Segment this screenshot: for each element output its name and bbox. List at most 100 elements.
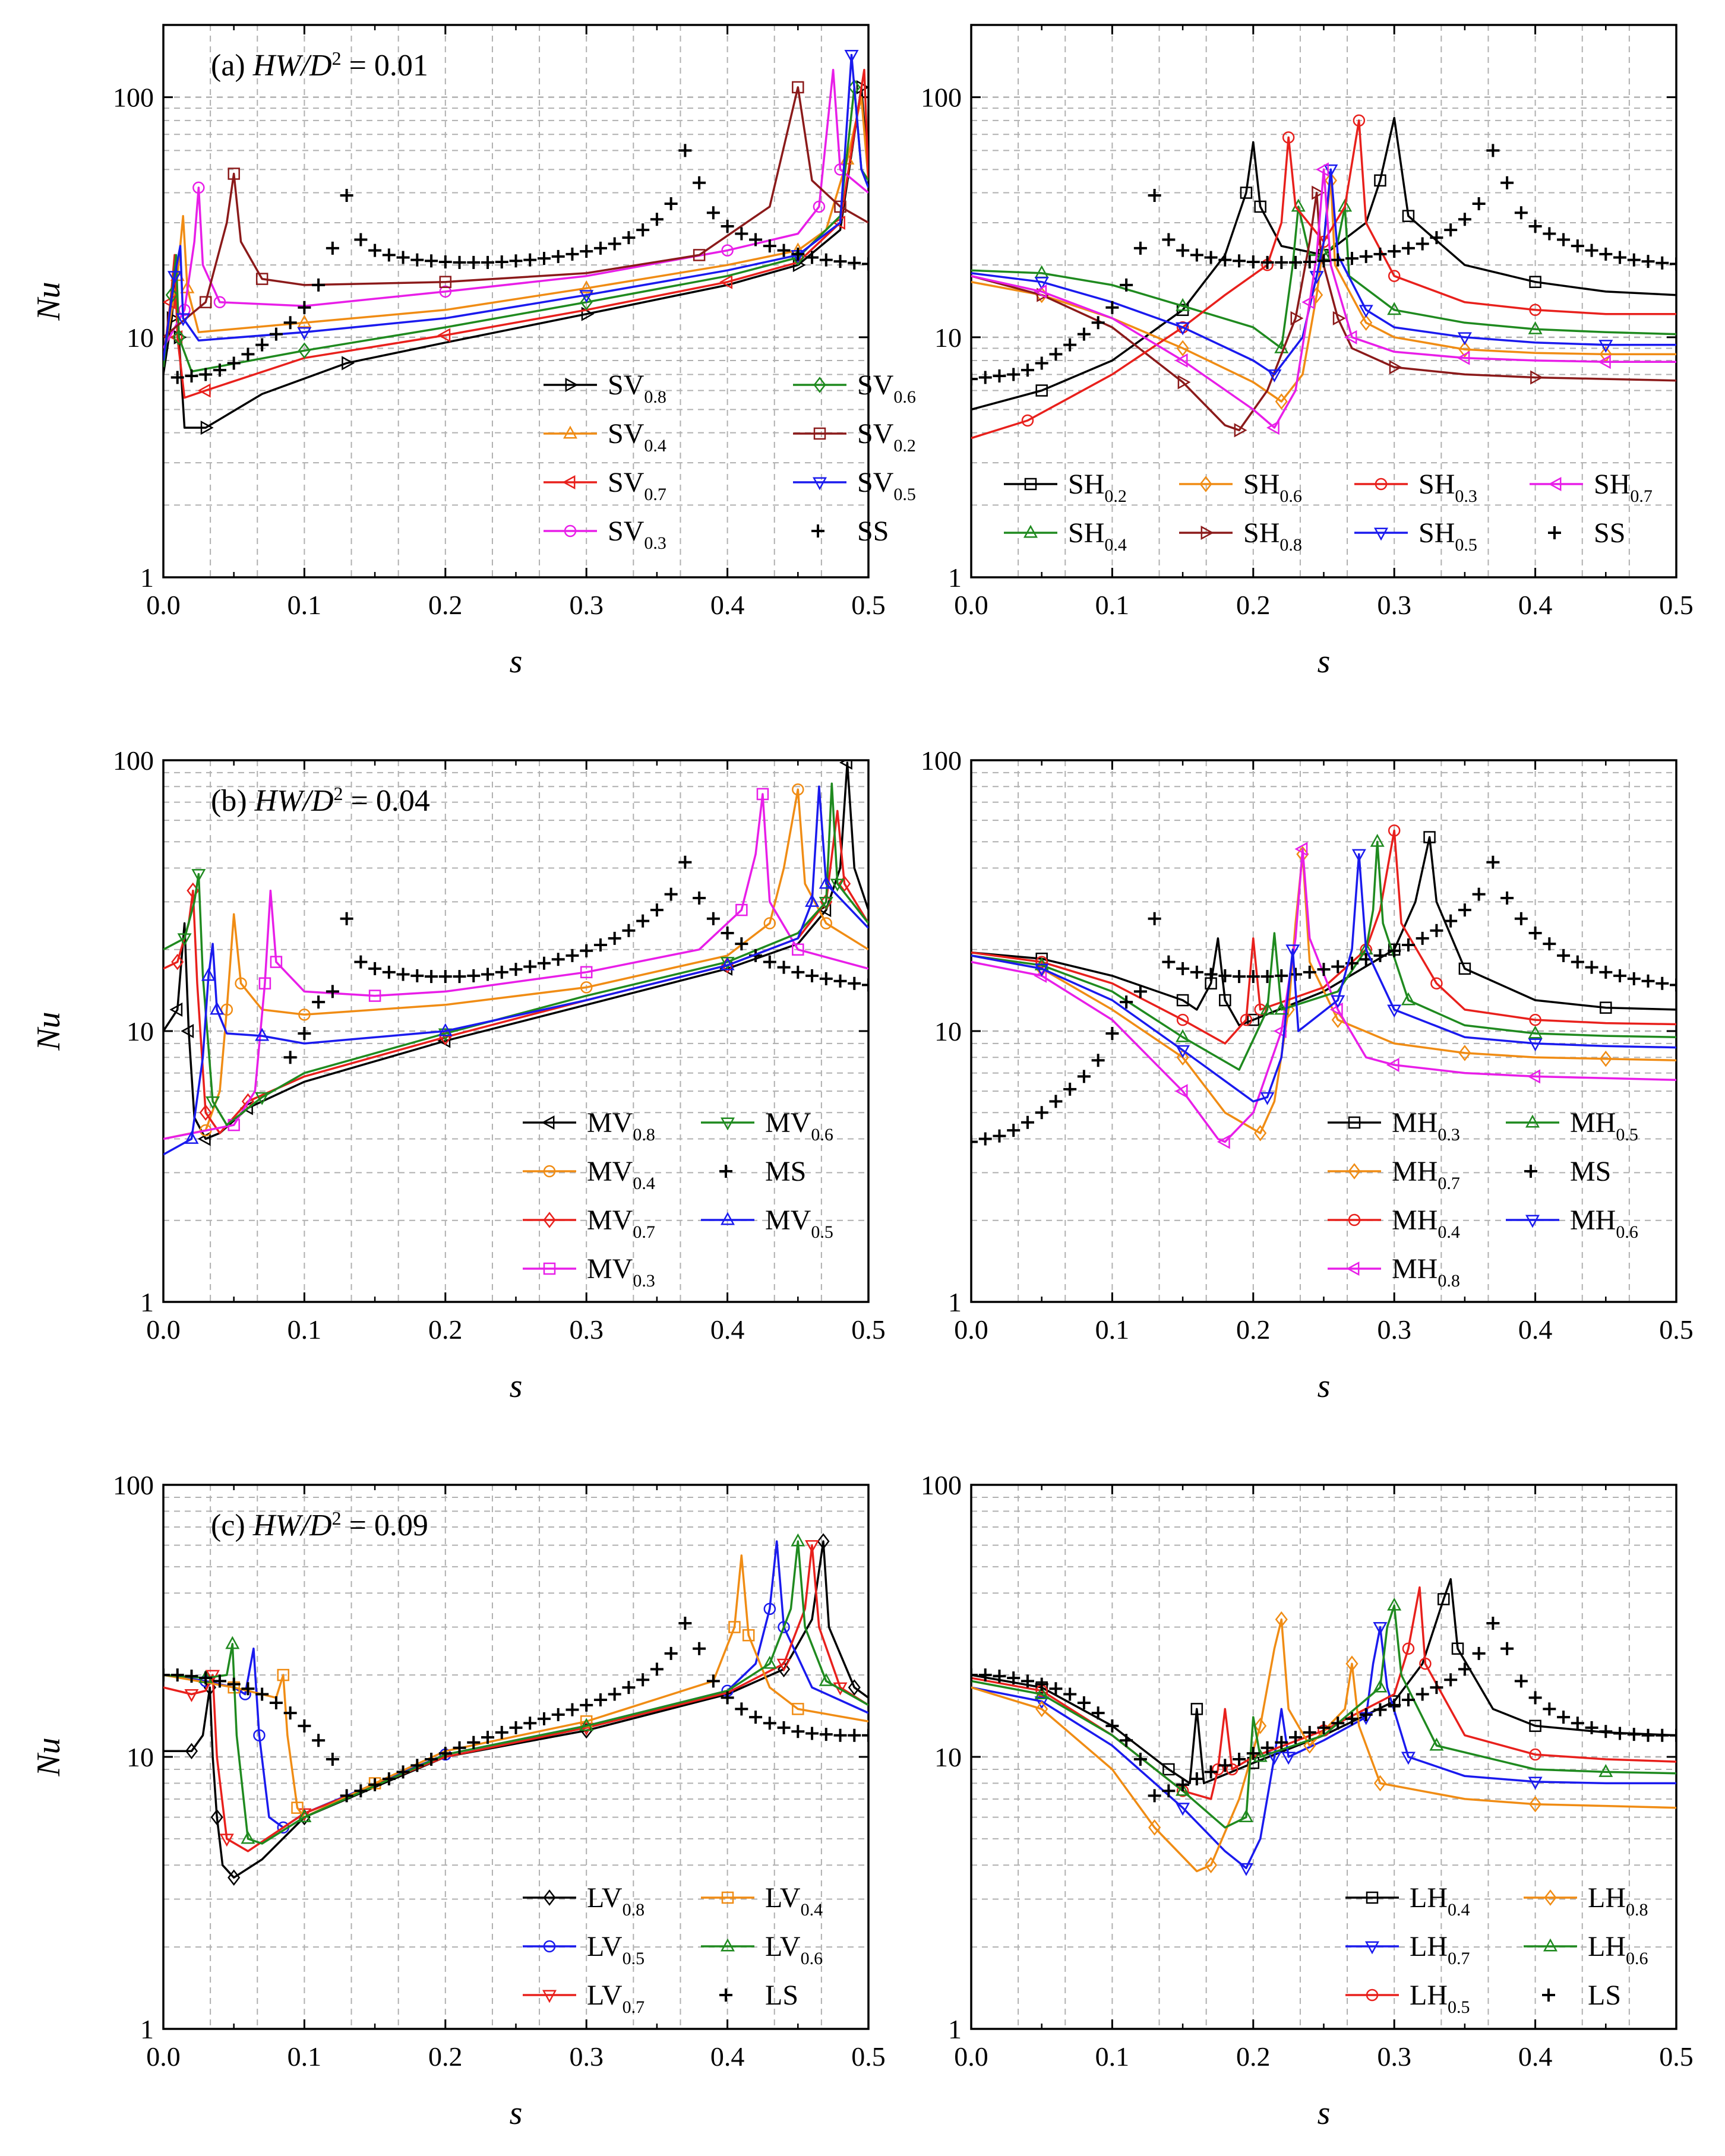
series-LH-0.6-marker — [1429, 1737, 1444, 1751]
legend-item-LV-0.5-label: LV0.5 — [587, 1931, 644, 1968]
legend-item-SV-0.2-marker — [813, 427, 826, 440]
legend-item-MV-0.4-label: MV0.4 — [587, 1156, 655, 1193]
series-SS-point — [1317, 254, 1331, 268]
series-MV-0.7-line — [163, 810, 868, 1134]
series-MS-point — [1656, 976, 1669, 990]
series-LS-point — [1472, 1646, 1486, 1660]
series-MS-point — [1571, 955, 1584, 969]
series-LS-point — [354, 1784, 368, 1798]
y-tick-label: 100 — [921, 83, 962, 113]
series-SV-0.2-marker — [439, 276, 452, 288]
series-LS-point — [170, 1668, 184, 1682]
x-tick-label: 0.0 — [146, 1314, 181, 1345]
series-SS-point — [1148, 188, 1161, 202]
series-LS-point — [1401, 1693, 1415, 1707]
series-LV-0.4-marker — [291, 1801, 304, 1814]
panel-c-right: 0.0 0.1 0.2 0.3 0.4 0.5 1 10 100 s LH0.4 LH0.7 LH0.5… — [921, 1470, 1694, 2132]
series-MH-0.3-marker — [1219, 994, 1231, 1007]
series-LS-point — [269, 1696, 283, 1710]
series-MV-0.6-marker — [819, 896, 833, 910]
legend-item-LV-0.8-marker — [543, 1889, 556, 1906]
series-MS-point — [1317, 963, 1331, 976]
series-SS-point — [819, 253, 833, 267]
series-LS-point — [1543, 1702, 1556, 1716]
series-LS-point — [1233, 1753, 1246, 1766]
legend-item-LS-marker — [719, 1989, 732, 2002]
series-SS-point — [1303, 255, 1316, 268]
series-SS-point — [312, 278, 326, 292]
series-SS-point — [833, 255, 847, 268]
legend-item-SH-0.8-label: SH0.8 — [1243, 517, 1302, 555]
series-group — [971, 1578, 1676, 1876]
series-LS-point — [819, 1728, 833, 1741]
series-MH-0.8-marker — [1273, 1023, 1287, 1039]
series-SS-point — [664, 197, 678, 210]
x-axis-title: s — [1318, 1368, 1331, 1405]
legend-item-MV-0.3-label: MV0.3 — [587, 1253, 655, 1291]
series-LH-0.4-marker — [1190, 1703, 1203, 1715]
series-MS-point — [1162, 955, 1176, 969]
series-LS-point — [241, 1682, 255, 1696]
series-LH-0.8-marker — [1148, 1819, 1161, 1836]
series-LS-point — [1557, 1711, 1571, 1724]
series-MV-0.7-marker — [838, 875, 851, 892]
series-SV-0.2-marker — [228, 167, 240, 180]
legend-item-SV-0.2-label: SV0.2 — [857, 418, 916, 456]
series-LS-point — [1246, 1747, 1260, 1760]
series-LS-point — [678, 1616, 692, 1630]
series-LV-0.5-marker — [763, 1602, 776, 1616]
series-MV-0.6-marker — [255, 1092, 270, 1105]
series-MS-point — [721, 927, 734, 940]
series-SV-0.4-line — [163, 96, 868, 361]
legend-item-SH-0.5-marker — [1373, 527, 1389, 541]
series-MV-0.5-marker — [184, 1131, 199, 1144]
x-axis-title: s — [1318, 643, 1331, 680]
series-SS-point — [678, 144, 692, 157]
y-tick-label: 1 — [140, 1287, 154, 1317]
series-LS-point — [580, 1698, 593, 1712]
series-SH-0.5-marker — [1267, 369, 1282, 382]
series-LH-0.6-marker — [1387, 1597, 1402, 1611]
series-LH-0.5-line — [971, 1586, 1676, 1800]
series-SS-point — [170, 371, 184, 384]
series-SH-0.2-marker — [1035, 384, 1048, 397]
series-LV-0.6-marker — [241, 1831, 255, 1844]
panel-a-right: 0.0 0.1 0.2 0.3 0.4 0.5 1 10 100 s SH0.2 SH0.4 SH0.6… — [921, 24, 1694, 680]
series-LS-point — [636, 1673, 650, 1687]
series-LS-point — [1585, 1721, 1598, 1734]
series-SV-0.5-marker — [844, 50, 859, 63]
y-tick-label: 1 — [140, 2014, 154, 2044]
series-LV-0.8-marker — [210, 1809, 223, 1826]
series-MH-0.3-marker — [1247, 1013, 1260, 1026]
series-LH-0.6-marker — [1034, 1686, 1049, 1699]
series-SV-0.2-marker — [792, 81, 804, 94]
series-MS-point — [1190, 965, 1203, 979]
legend: MH0.3 MH0.7 MH0.4 MH0.8 MH0.5 MS MH0.6 — [1328, 1107, 1638, 1291]
series-LH-0.5-marker — [1402, 1642, 1415, 1655]
series-SV-0.2-marker — [255, 273, 268, 285]
series-SH-0.3-line — [971, 119, 1676, 440]
series-LS-point — [1444, 1673, 1458, 1687]
series-MS-point — [678, 855, 692, 869]
series-LH-0.4-marker — [1162, 1763, 1175, 1776]
series-MS-point — [993, 1129, 1006, 1143]
series-LV-0.7-marker — [805, 1540, 820, 1554]
series-LS-point — [622, 1681, 636, 1695]
series-MH-0.7-marker — [1254, 1125, 1267, 1142]
series-MS-point — [1401, 938, 1415, 951]
series-MV-0.4-line — [163, 788, 868, 1140]
series-SH-0.8-marker — [1332, 311, 1346, 325]
series-MH-0.5-marker — [1260, 1001, 1275, 1015]
x-tick-label: 0.3 — [569, 590, 604, 620]
legend-item-SH-0.7-marker — [1548, 476, 1562, 492]
series-SS-point — [1472, 197, 1486, 210]
series-SS-point — [636, 223, 650, 237]
series-LH-0.7-marker — [1034, 1696, 1049, 1709]
panel-a-left: 0.0 0.1 0.2 0.3 0.4 0.5 1 10 100 s Nu (a) HW/D2 = 0… — [30, 24, 916, 680]
series-group — [163, 50, 868, 435]
legend-item-LH-0.7-marker — [1364, 1941, 1380, 1955]
series-SS-point — [1401, 241, 1415, 255]
series-SS-point — [438, 255, 452, 268]
series-MS-point — [1275, 969, 1288, 982]
series-LS-point — [1486, 1616, 1500, 1630]
